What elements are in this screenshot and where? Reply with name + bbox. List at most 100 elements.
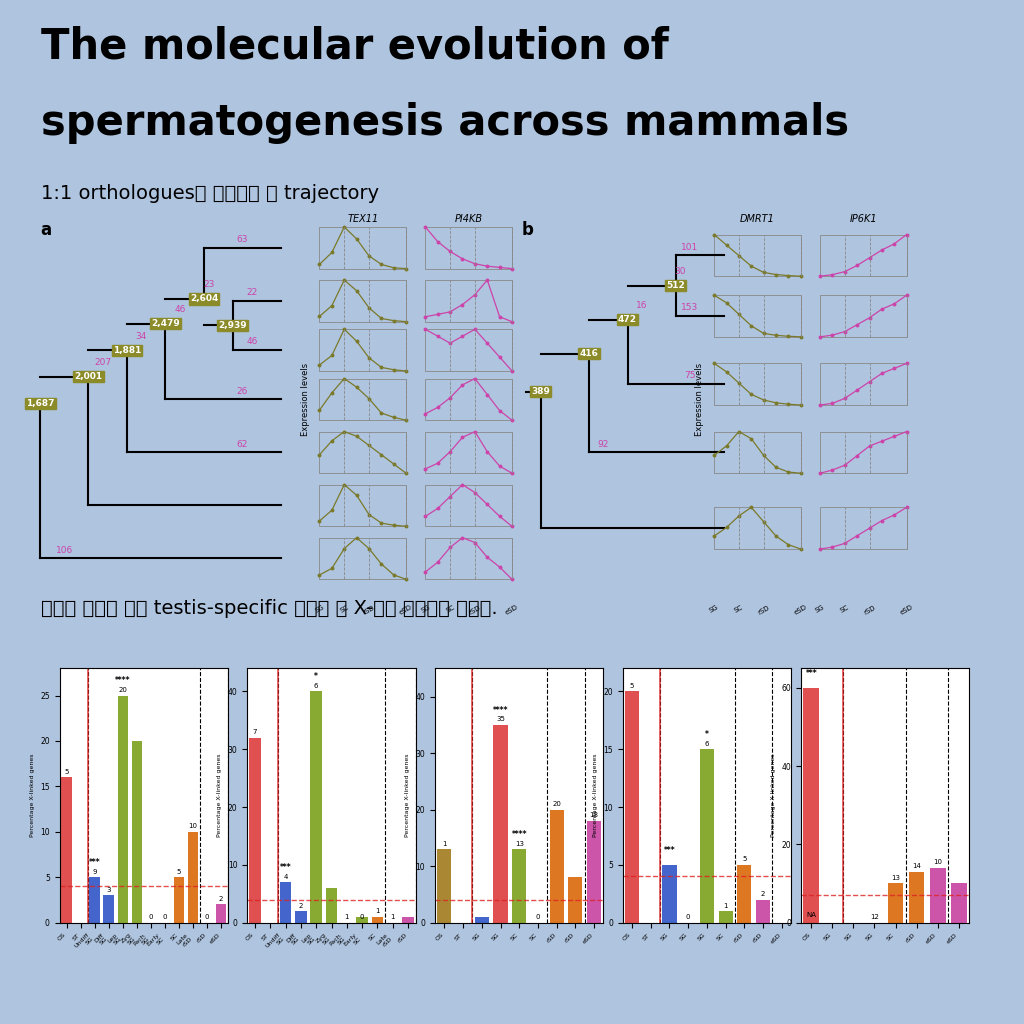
Text: The molecular evolution of: The molecular evolution of <box>41 26 669 68</box>
Bar <box>888 884 903 923</box>
Bar <box>714 431 801 473</box>
Bar <box>174 878 184 923</box>
Text: 207: 207 <box>94 358 112 368</box>
Text: SG: SG <box>420 604 431 614</box>
Text: 0: 0 <box>536 914 541 921</box>
Bar <box>425 330 512 371</box>
Text: 12: 12 <box>870 914 879 921</box>
Bar <box>820 234 906 276</box>
Text: ****: **** <box>493 706 508 715</box>
Bar <box>295 911 306 923</box>
Text: SC: SC <box>840 604 850 613</box>
Bar <box>625 691 639 923</box>
Bar <box>820 431 906 473</box>
Text: 2: 2 <box>219 896 223 902</box>
Bar <box>587 821 601 923</box>
Text: 1: 1 <box>442 841 446 847</box>
Text: 2,001: 2,001 <box>75 372 102 381</box>
Text: 2,939: 2,939 <box>218 321 247 330</box>
Bar <box>475 916 488 923</box>
Bar <box>310 691 322 923</box>
Text: rSD: rSD <box>468 604 481 615</box>
Text: 7: 7 <box>253 729 257 735</box>
Text: 0: 0 <box>686 914 690 921</box>
Bar <box>425 227 512 268</box>
Text: 62: 62 <box>237 439 248 449</box>
Text: IP6K1: IP6K1 <box>850 214 878 223</box>
Text: 30: 30 <box>675 267 686 276</box>
Text: 10: 10 <box>933 859 942 865</box>
Text: SC: SC <box>339 604 349 613</box>
Text: 26: 26 <box>237 387 248 395</box>
Bar <box>663 865 677 923</box>
Text: NA: NA <box>806 911 816 918</box>
Text: 13: 13 <box>515 841 523 847</box>
Text: eSD: eSD <box>398 604 414 616</box>
Bar <box>512 849 526 923</box>
Text: 34: 34 <box>136 332 147 341</box>
Bar <box>820 507 906 549</box>
Text: 14: 14 <box>912 863 921 869</box>
Text: Expression levels: Expression levels <box>301 362 309 436</box>
Text: 1: 1 <box>345 914 349 921</box>
Text: 23: 23 <box>203 281 214 290</box>
Text: b: b <box>521 221 534 240</box>
Text: 4: 4 <box>284 873 288 880</box>
Text: a: a <box>40 221 51 240</box>
Text: 9: 9 <box>92 868 97 874</box>
Text: SG: SG <box>814 604 825 614</box>
Bar <box>714 507 801 549</box>
Text: eSD: eSD <box>899 604 914 616</box>
Text: 20: 20 <box>552 801 561 807</box>
Text: 13: 13 <box>891 874 900 881</box>
Bar <box>756 899 770 923</box>
Text: SG: SG <box>709 604 720 614</box>
Y-axis label: Percentage X-linked genes: Percentage X-linked genes <box>30 754 35 838</box>
Bar <box>319 379 407 420</box>
Text: 18: 18 <box>590 812 599 818</box>
Bar <box>319 538 407 580</box>
Bar <box>699 750 714 923</box>
Bar <box>61 777 72 923</box>
Bar <box>425 431 512 473</box>
Text: 389: 389 <box>531 387 550 396</box>
Text: 1,881: 1,881 <box>113 346 141 354</box>
Text: 2,604: 2,604 <box>189 295 218 303</box>
Y-axis label: Percentage X-linked genes: Percentage X-linked genes <box>593 754 598 838</box>
Bar <box>714 295 801 337</box>
Bar <box>425 280 512 322</box>
Bar <box>908 871 925 923</box>
Text: ***: *** <box>280 863 292 872</box>
Text: 6: 6 <box>705 740 710 746</box>
Text: SG: SG <box>313 604 326 614</box>
Bar <box>820 295 906 337</box>
Bar <box>187 831 199 923</box>
Bar <box>319 431 407 473</box>
Text: PI4KB: PI4KB <box>455 214 482 223</box>
Text: spermatogenesis across mammals: spermatogenesis across mammals <box>41 102 849 144</box>
Text: 1: 1 <box>375 908 380 914</box>
Text: 46: 46 <box>247 337 258 346</box>
Bar <box>89 878 100 923</box>
Y-axis label: Percentage X-linked genes: Percentage X-linked genes <box>771 754 776 838</box>
Text: ****: **** <box>511 830 527 839</box>
Bar <box>951 884 967 923</box>
Text: 5: 5 <box>65 769 69 775</box>
Text: 101: 101 <box>681 243 698 252</box>
Text: 5: 5 <box>177 868 181 874</box>
Text: ***: *** <box>89 858 100 867</box>
Text: DMRT1: DMRT1 <box>740 214 775 223</box>
Text: 5: 5 <box>742 856 746 862</box>
Bar <box>930 867 945 923</box>
Bar <box>356 916 368 923</box>
Bar <box>425 379 512 420</box>
Bar <box>714 234 801 276</box>
Text: ***: *** <box>806 669 817 678</box>
Text: Expression levels: Expression levels <box>695 362 705 436</box>
Bar <box>280 882 291 923</box>
Bar <box>714 364 801 406</box>
Text: 1: 1 <box>723 902 728 908</box>
Bar <box>103 895 114 923</box>
Text: *: * <box>314 672 318 681</box>
Text: ****: **** <box>115 676 130 685</box>
